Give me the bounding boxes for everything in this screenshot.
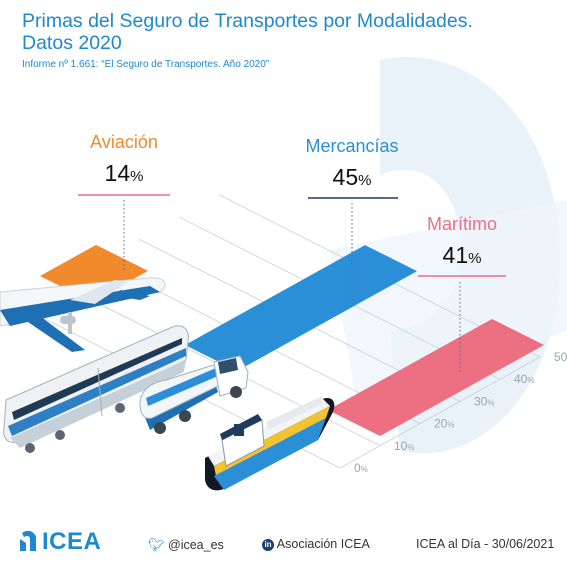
title-line-2: Datos 2020 [22,32,122,54]
category-label-mercancias: Mercancías [305,136,399,156]
axis-line [339,356,541,469]
tick-label: 10% [394,439,414,453]
icea-logo: ICEA [18,527,110,560]
tick-label: 0% [354,461,368,475]
ship-icon [204,396,335,491]
value-suffix: % [358,172,372,189]
value-mercancias: 45 [332,164,359,190]
tick-label: 50% [554,350,567,364]
leader-lines [123,200,461,374]
title-line-1: Primas del Seguro de Transportes por Mod… [22,10,473,32]
linkedin-link[interactable]: in Asociación ICEA [262,537,370,551]
tick-label: 40% [514,372,534,386]
value-suffix: % [468,250,482,267]
linkedin-icon: in [262,539,274,551]
value-label-maritimo: 41% [408,242,516,269]
airplane-icon [0,277,166,352]
tick-label: 30% [474,394,494,408]
tanker-truck-icon [139,355,249,434]
twitter-text: @icea_es [168,538,224,552]
bar-maritimo [328,319,544,436]
icea-logo-mark [20,530,36,551]
value-label-mercancias: 45% [290,164,414,191]
chart-subtitle: Informe nº 1.661: “El Seguro de Transpor… [22,59,270,70]
value-aviacion: 14 [104,160,131,186]
background-band [330,200,567,420]
linkedin-text: Asociación ICEA [276,537,370,551]
category-label-aviacion: Aviación [90,132,158,152]
chart-title: Primas del Seguro de Transportes por Mod… [22,10,522,54]
category-label-maritimo: Marítimo [426,214,497,234]
tick-label: 20% [434,417,454,431]
train-icon [3,325,189,453]
twitter-handle[interactable]: 🐦︎ @icea_es [148,537,224,553]
bar-mercancias [185,245,417,371]
value-suffix: % [130,168,144,185]
twitter-icon: 🐦︎ [148,537,165,552]
logo-text: ICEA [42,528,102,555]
tick-labels: 0% 10% 20% 30% 40% 50% [354,350,567,475]
value-label-aviacion: 14% [72,160,176,187]
value-maritimo: 41 [442,242,469,268]
source-date: ICEA al Día - 30/06/2021 [416,537,555,551]
